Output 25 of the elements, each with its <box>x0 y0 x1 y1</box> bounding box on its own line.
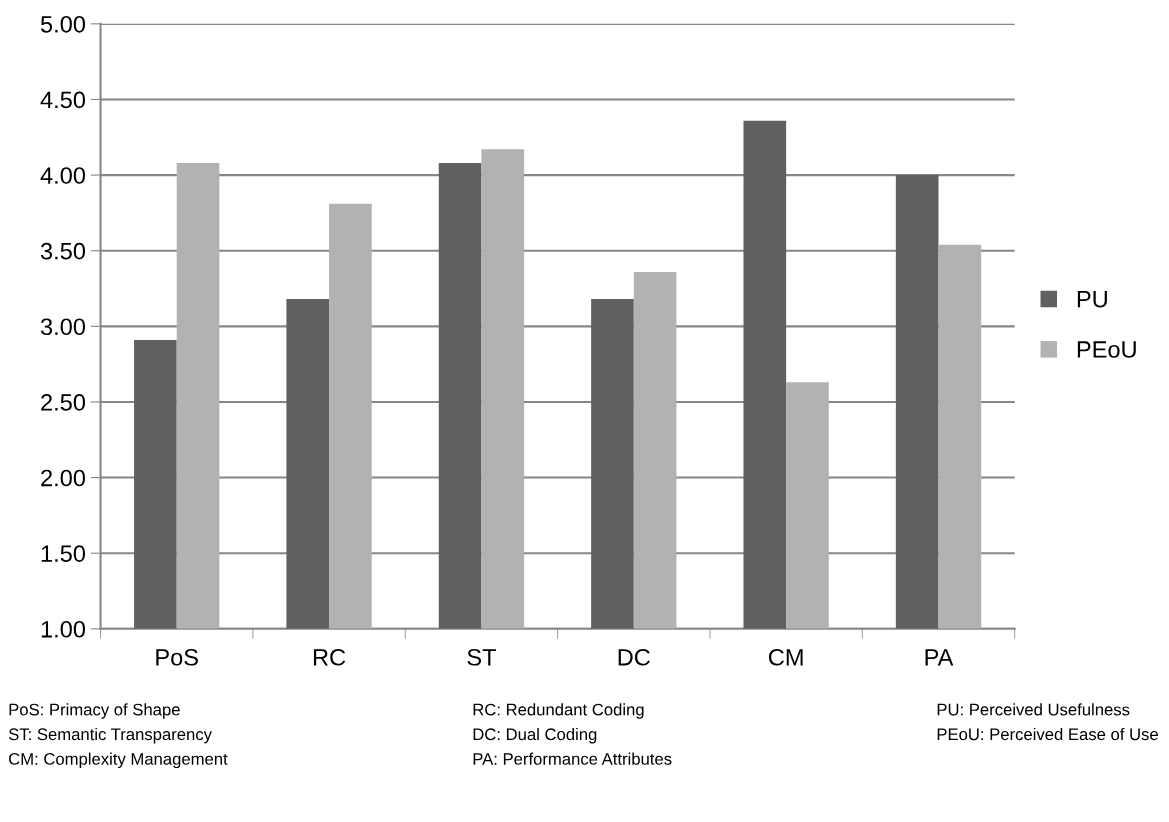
y-tick-label: 2.50 <box>41 394 86 411</box>
text: CM: Complexity Management <box>9 752 228 769</box>
y-tick-label: 4.50 <box>40 91 86 109</box>
text: RC: Redundant Coding <box>473 703 644 719</box>
y-tick-label: 3.00 <box>40 318 86 336</box>
text: ST: Semantic Transparency <box>8 727 212 744</box>
y-tick-label: 2.00 <box>41 469 86 487</box>
legend-label: PEoU <box>1077 341 1136 358</box>
y-tick-label: 5.00 <box>40 15 86 33</box>
text: PEoU: Perceived Ease of Use <box>937 727 1158 741</box>
y-tick-label: 1.00 <box>41 620 86 638</box>
text: PU: Perceived Usefulness <box>937 703 1130 716</box>
y-tick-label: 4.00 <box>40 167 86 184</box>
x-tick-label: CM <box>768 648 803 666</box>
y-tick-label: 3.50 <box>40 242 86 260</box>
legend-label: PU <box>1077 291 1107 308</box>
x-tick-label: RC <box>313 648 346 666</box>
x-tick-label: PA <box>925 649 954 666</box>
text: DC: Dual Coding <box>473 727 597 744</box>
x-tick-label: ST <box>467 648 496 666</box>
text: PoS: Primacy of Shape <box>9 703 180 719</box>
text: PA: Performance Attributes <box>473 752 672 765</box>
y-tick-label: 1.50 <box>41 545 86 562</box>
x-tick-label: PoS <box>156 648 198 666</box>
x-tick-label: DC <box>618 648 650 666</box>
